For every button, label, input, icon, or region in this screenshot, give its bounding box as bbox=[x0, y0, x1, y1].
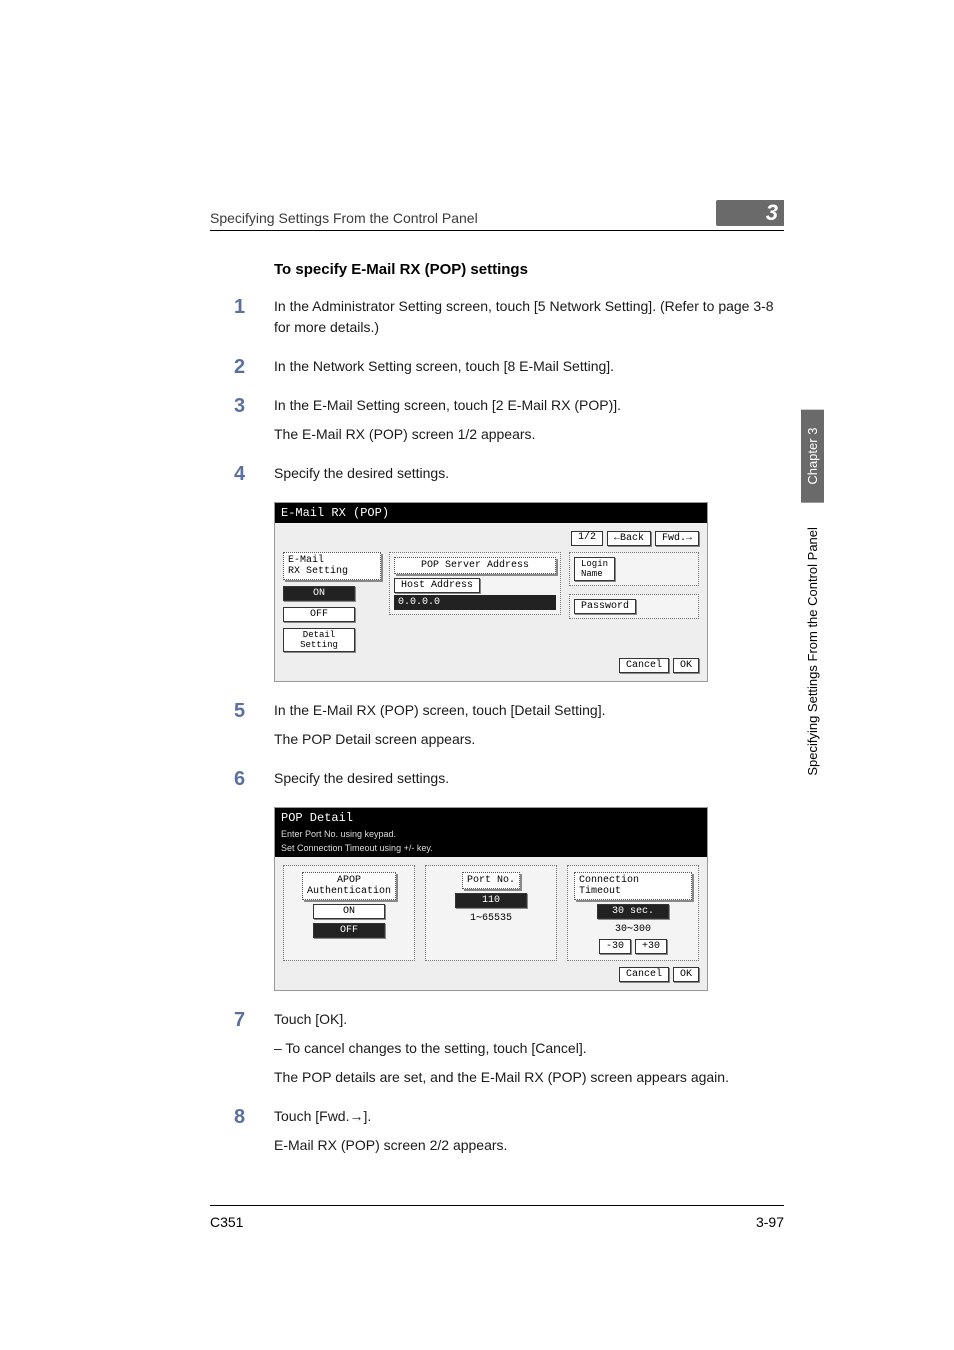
ok-button[interactable]: OK bbox=[673, 658, 699, 673]
port-value[interactable]: 110 bbox=[455, 893, 527, 908]
step-text: In the Network Setting screen, touch [8 … bbox=[274, 356, 784, 377]
header-row: Specifying Settings From the Control Pan… bbox=[210, 200, 784, 231]
pop-detail-panel: POP Detail Enter Port No. using keypad. … bbox=[274, 807, 708, 991]
running-head: Specifying Settings From the Control Pan… bbox=[210, 210, 478, 226]
step-number: 1 bbox=[210, 296, 274, 346]
panel-main-row: E-Mail RX Setting ON OFF Detail Setting … bbox=[283, 552, 699, 652]
panel-title: E-Mail RX (POP) bbox=[275, 503, 707, 523]
side-section-label: Specifying Settings From the Control Pan… bbox=[801, 523, 824, 780]
step-number: 2 bbox=[210, 356, 274, 385]
ok-button[interactable]: OK bbox=[673, 967, 699, 982]
step-text: Specify the desired settings. bbox=[274, 768, 784, 789]
step-5: 5 In the E-Mail RX (POP) screen, touch [… bbox=[210, 700, 784, 758]
password-button[interactable]: Password bbox=[574, 599, 636, 614]
step-3: 3 In the E-Mail Setting screen, touch [2… bbox=[210, 395, 784, 453]
fwd-button[interactable]: Fwd.→ bbox=[655, 531, 699, 546]
apop-label: APOP Authentication bbox=[302, 872, 396, 900]
step-text: The POP details are set, and the E-Mail … bbox=[274, 1067, 784, 1088]
host-address-value: 0.0.0.0 bbox=[394, 595, 556, 610]
side-tab: Specifying Settings From the Control Pan… bbox=[801, 410, 824, 780]
step-4: 4 Specify the desired settings. bbox=[210, 463, 784, 492]
cancel-button[interactable]: Cancel bbox=[619, 658, 669, 673]
page-footer: C351 3-97 bbox=[210, 1205, 784, 1230]
apop-column: APOP Authentication ON OFF bbox=[283, 865, 415, 961]
step-text: Touch [OK]. bbox=[274, 1009, 784, 1030]
step-number: 5 bbox=[210, 700, 274, 758]
port-label: Port No. bbox=[462, 872, 520, 889]
apop-on-button[interactable]: ON bbox=[313, 904, 385, 919]
timeout-range: 30∼300 bbox=[615, 923, 651, 935]
step-7: 7 Touch [OK]. – To cancel changes to the… bbox=[210, 1009, 784, 1096]
email-rx-pop-panel: E-Mail RX (POP) 1/2 ←Back Fwd.→ E-Mail R… bbox=[274, 502, 708, 682]
pager-row: 1/2 ←Back Fwd.→ bbox=[283, 531, 699, 546]
password-box: Password bbox=[569, 594, 699, 619]
step-2: 2 In the Network Setting screen, touch [… bbox=[210, 356, 784, 385]
right-column: Login Name Password bbox=[569, 552, 699, 619]
panel-body: APOP Authentication ON OFF Port No. 110 … bbox=[275, 857, 707, 990]
step-1: 1 In the Administrator Setting screen, t… bbox=[210, 296, 784, 346]
chapter-number-tab: 3 bbox=[716, 200, 784, 226]
detail-setting-button[interactable]: Detail Setting bbox=[283, 628, 355, 652]
step-text: Touch [Fwd.→]. bbox=[274, 1106, 784, 1127]
pop-server-label: POP Server Address bbox=[394, 557, 556, 574]
off-button[interactable]: OFF bbox=[283, 607, 355, 622]
step-body: In the Administrator Setting screen, tou… bbox=[274, 296, 784, 346]
step-body: Touch [OK]. – To cancel changes to the s… bbox=[274, 1009, 784, 1096]
login-name-button[interactable]: Login Name bbox=[574, 557, 615, 581]
step-number: 4 bbox=[210, 463, 274, 492]
login-box: Login Name bbox=[569, 552, 699, 586]
step-text: The POP Detail screen appears. bbox=[274, 729, 784, 750]
step-text: In the E-Mail RX (POP) screen, touch [De… bbox=[274, 700, 784, 721]
page: Specifying Settings From the Control Pan… bbox=[0, 0, 954, 1350]
on-button[interactable]: ON bbox=[283, 586, 355, 601]
step-subtext: – To cancel changes to the setting, touc… bbox=[288, 1038, 784, 1059]
step-body: Touch [Fwd.→]. E-Mail RX (POP) screen 2/… bbox=[274, 1106, 784, 1164]
pager-indicator: 1/2 bbox=[571, 531, 603, 546]
step-text: Specify the desired settings. bbox=[274, 463, 784, 484]
host-address-button[interactable]: Host Address bbox=[394, 578, 480, 593]
side-chapter-label: Chapter 3 bbox=[801, 410, 824, 503]
step-body: In the E-Mail Setting screen, touch [2 E… bbox=[274, 395, 784, 453]
step-number: 3 bbox=[210, 395, 274, 453]
step-text: E-Mail RX (POP) screen 2/2 appears. bbox=[274, 1135, 784, 1156]
step-number: 7 bbox=[210, 1009, 274, 1096]
step-body: Specify the desired settings. bbox=[274, 463, 784, 492]
step-text: In the E-Mail Setting screen, touch [2 E… bbox=[274, 395, 784, 416]
step-6: 6 Specify the desired settings. bbox=[210, 768, 784, 797]
panel-sub1: Enter Port No. using keypad. bbox=[275, 828, 707, 843]
section-title: To specify E-Mail RX (POP) settings bbox=[274, 261, 784, 278]
panel-title: POP Detail bbox=[275, 808, 707, 828]
timeout-column: Connection Timeout 30 sec. 30∼300 -30 +3… bbox=[567, 865, 699, 961]
left-column: E-Mail RX Setting ON OFF Detail Setting bbox=[283, 552, 381, 652]
apop-off-button[interactable]: OFF bbox=[313, 923, 385, 938]
footer-page-number: 3-97 bbox=[756, 1214, 784, 1230]
cancel-button[interactable]: Cancel bbox=[619, 967, 669, 982]
panel-footer-buttons: Cancel OK bbox=[283, 658, 699, 673]
mid-column: POP Server Address Host Address 0.0.0.0 bbox=[389, 552, 561, 615]
timeout-label: Connection Timeout bbox=[574, 872, 692, 900]
timeout-plus-button[interactable]: +30 bbox=[635, 939, 667, 954]
step-number: 8 bbox=[210, 1106, 274, 1164]
step-text: The E-Mail RX (POP) screen 1/2 appears. bbox=[274, 424, 784, 445]
port-range: 1∼65535 bbox=[470, 912, 512, 924]
panel-footer-buttons: Cancel OK bbox=[283, 967, 699, 982]
timeout-minus-button[interactable]: -30 bbox=[599, 939, 631, 954]
step-body: Specify the desired settings. bbox=[274, 768, 784, 797]
panel-body: 1/2 ←Back Fwd.→ E-Mail RX Setting ON OFF… bbox=[275, 523, 707, 681]
timeout-value: 30 sec. bbox=[597, 904, 669, 919]
port-column: Port No. 110 1∼65535 bbox=[425, 865, 557, 961]
back-button[interactable]: ←Back bbox=[607, 531, 651, 546]
panel-sub2: Set Connection Timeout using +/- key. bbox=[275, 843, 707, 857]
step-number: 6 bbox=[210, 768, 274, 797]
panel2-columns: APOP Authentication ON OFF Port No. 110 … bbox=[283, 865, 699, 961]
footer-model: C351 bbox=[210, 1214, 243, 1230]
step-body: In the Network Setting screen, touch [8 … bbox=[274, 356, 784, 385]
pop-server-box: POP Server Address Host Address 0.0.0.0 bbox=[389, 552, 561, 615]
step-8: 8 Touch [Fwd.→]. E-Mail RX (POP) screen … bbox=[210, 1106, 784, 1164]
step-body: In the E-Mail RX (POP) screen, touch [De… bbox=[274, 700, 784, 758]
step-text: In the Administrator Setting screen, tou… bbox=[274, 296, 784, 338]
rx-setting-label: E-Mail RX Setting bbox=[283, 552, 381, 580]
